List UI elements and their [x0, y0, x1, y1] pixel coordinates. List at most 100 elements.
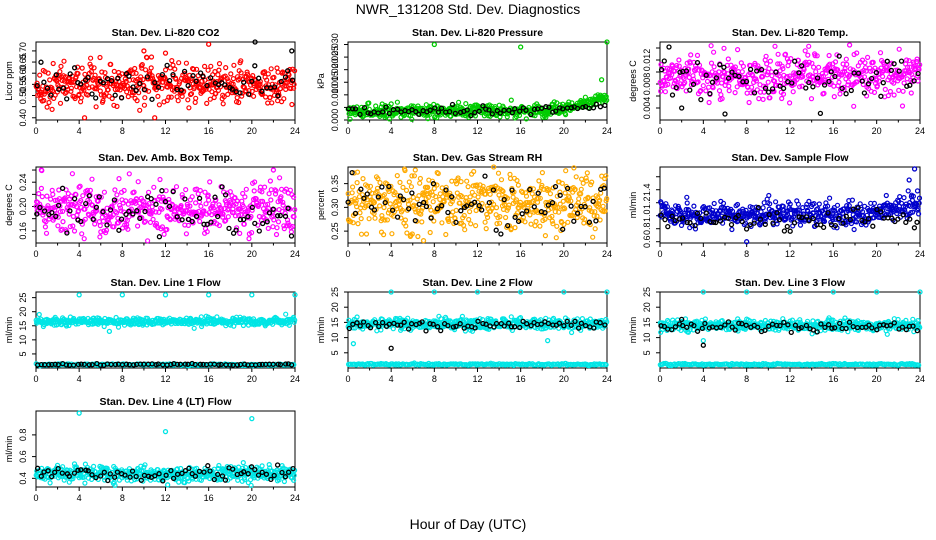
data-point [696, 67, 702, 73]
data-point [243, 87, 249, 94]
data-point [843, 56, 849, 62]
y-tick-label: 0.6 [642, 235, 652, 248]
data-point [61, 198, 68, 204]
data-point [133, 87, 139, 94]
x-tick-label: 8 [432, 374, 437, 384]
data-point [828, 69, 834, 75]
data-point [237, 90, 243, 96]
data-point [208, 63, 214, 69]
data-point [130, 70, 136, 77]
series-1 [33, 41, 298, 121]
data-point [116, 202, 123, 208]
data-point [719, 95, 725, 102]
data-point [416, 201, 422, 207]
data-point [673, 84, 679, 91]
data-point [914, 188, 921, 194]
data-point [275, 93, 281, 99]
data-point [126, 73, 132, 79]
data-point [162, 292, 169, 298]
x-tick-label: 16 [516, 126, 526, 136]
data-point [116, 176, 122, 182]
data-point [241, 216, 247, 223]
data-point [265, 71, 271, 77]
data-point [37, 201, 43, 207]
data-point [571, 218, 577, 224]
data-point [118, 208, 124, 214]
x-tick-label: 8 [120, 374, 125, 384]
data-point [119, 292, 125, 298]
data-point [787, 228, 793, 234]
data-point [173, 76, 179, 82]
data-point [168, 94, 174, 100]
data-point [87, 55, 94, 61]
data-point [775, 61, 781, 67]
data-point [865, 81, 872, 87]
data-point [371, 109, 377, 115]
data-point [72, 95, 78, 102]
data-point [251, 93, 257, 99]
data-point [89, 202, 96, 208]
data-point [357, 210, 363, 216]
data-point [185, 222, 191, 228]
data-point [112, 187, 118, 193]
data-point [102, 230, 109, 236]
data-point [82, 216, 88, 222]
data-point [49, 209, 55, 216]
data-point [234, 94, 240, 101]
data-point [854, 50, 860, 56]
data-point [43, 230, 50, 236]
data-point [710, 85, 716, 91]
data-point [249, 78, 255, 84]
data-point [431, 41, 437, 48]
y-tick-label: 0.012 [642, 49, 652, 72]
data-point [114, 103, 120, 110]
data-point [144, 74, 150, 80]
data-point [901, 195, 907, 201]
data-point [409, 116, 415, 122]
data-point [748, 84, 755, 90]
data-point [50, 191, 56, 197]
data-point [202, 189, 208, 195]
data-point [159, 224, 165, 230]
data-point [467, 194, 473, 200]
data-point [237, 75, 243, 82]
data-point [116, 227, 122, 233]
series-1 [33, 167, 298, 244]
data-point [915, 70, 921, 77]
data-point [547, 191, 554, 197]
data-point [861, 74, 868, 80]
data-point [464, 107, 470, 113]
data-point [797, 222, 804, 228]
data-point [257, 81, 263, 87]
data-point [151, 184, 157, 190]
data-point [816, 201, 822, 207]
data-point [98, 229, 104, 235]
data-point [152, 115, 158, 121]
data-point [578, 186, 584, 192]
data-point [773, 69, 779, 75]
data-point [268, 197, 274, 203]
data-point [523, 116, 529, 122]
data-point [372, 215, 378, 221]
data-point [86, 193, 92, 199]
data-point [836, 79, 842, 85]
data-point [703, 88, 709, 94]
data-point [196, 195, 203, 201]
x-tick-label: 20 [559, 126, 569, 136]
data-point [350, 341, 357, 347]
data-point [766, 65, 772, 72]
data-point [707, 90, 713, 97]
data-point [269, 100, 275, 106]
data-point [178, 87, 184, 93]
data-point [112, 92, 118, 98]
data-point [764, 72, 770, 78]
data-point [251, 188, 257, 194]
data-point [170, 71, 176, 78]
data-point [77, 99, 84, 105]
data-point [694, 52, 701, 59]
y-tick-label: 5 [18, 351, 28, 356]
data-point [270, 206, 276, 212]
data-point [354, 180, 360, 186]
data-point [193, 95, 199, 101]
data-point [728, 221, 735, 228]
